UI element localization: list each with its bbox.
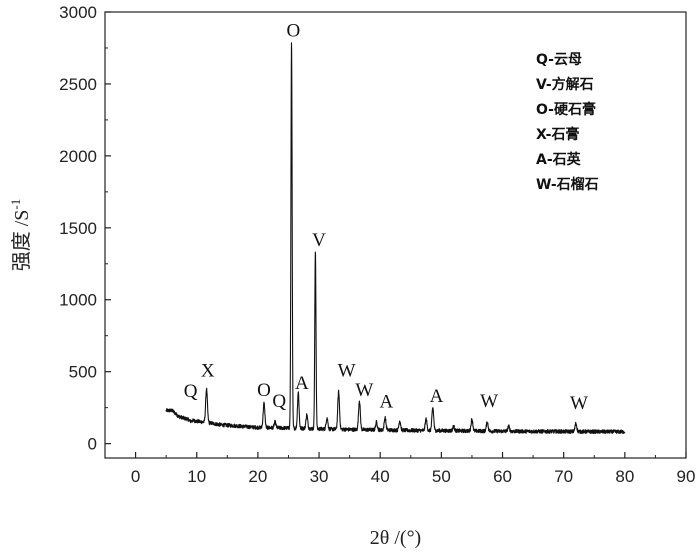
x-tick-label: 0 — [131, 467, 140, 486]
peak-label: A — [430, 386, 444, 407]
y-tick-label: 500 — [69, 363, 97, 382]
legend-entry: Q-云母 — [536, 52, 582, 68]
peak-label: A — [379, 392, 393, 413]
peak-label: W — [480, 391, 498, 412]
y-tick-label: 1500 — [59, 219, 97, 238]
peak-label: O — [286, 20, 300, 41]
legend-entry: O-硬石膏 — [536, 101, 596, 118]
x-tick-label: 10 — [187, 467, 206, 486]
xrd-series-line — [165, 42, 626, 435]
y-tick-label: 2500 — [59, 75, 97, 94]
x-tick-label: 80 — [615, 467, 634, 486]
peak-label: V — [312, 230, 326, 251]
x-tick-label: 50 — [432, 467, 451, 486]
peak-label: Q — [184, 381, 198, 402]
x-tick-label: 40 — [371, 467, 390, 486]
x-axis: 0 10 20 30 40 50 60 70 80 90 — [131, 452, 696, 486]
peak-label: W — [570, 393, 588, 414]
x-tick-label: 60 — [493, 467, 512, 486]
x-tick-label: 20 — [248, 467, 267, 486]
x-tick-label: 30 — [310, 467, 329, 486]
x-tick-label: 90 — [677, 467, 696, 486]
y-tick-label: 2000 — [59, 147, 97, 166]
legend-entry: X-石膏 — [536, 126, 579, 143]
y-axis-title-superscript: -1 — [8, 199, 23, 210]
legend-entry: V-方解石 — [536, 76, 594, 93]
y-axis-title: 强度 /S-1 — [8, 199, 33, 272]
legend-entry: W-石榴石 — [536, 176, 599, 193]
legend-entry: A-石英 — [536, 151, 582, 168]
y-axis-title-main: 强度 /S — [10, 210, 33, 272]
peak-label: X — [201, 361, 215, 382]
legend: Q-云母 V-方解石 O-硬石膏 X-石膏 A-石英 W-石榴石 — [536, 52, 599, 193]
peak-label: O — [257, 380, 271, 401]
y-tick-label: 3000 — [59, 3, 97, 22]
peak-label: Q — [272, 391, 286, 412]
y-tick-label: 1000 — [59, 291, 97, 310]
plot-area — [165, 42, 626, 435]
x-axis-title: 2θ /(°) — [370, 527, 421, 549]
peak-label: W — [355, 380, 373, 401]
y-tick-label: 0 — [88, 435, 97, 454]
y-axis: 0 500 1000 1500 2000 2500 3000 — [59, 3, 111, 454]
peak-label: A — [295, 373, 309, 394]
y-axis-title-group: 强度 /S-1 — [8, 199, 33, 272]
plot-frame — [104, 11, 687, 459]
x-tick-label: 70 — [554, 467, 573, 486]
peak-label: W — [338, 361, 356, 382]
